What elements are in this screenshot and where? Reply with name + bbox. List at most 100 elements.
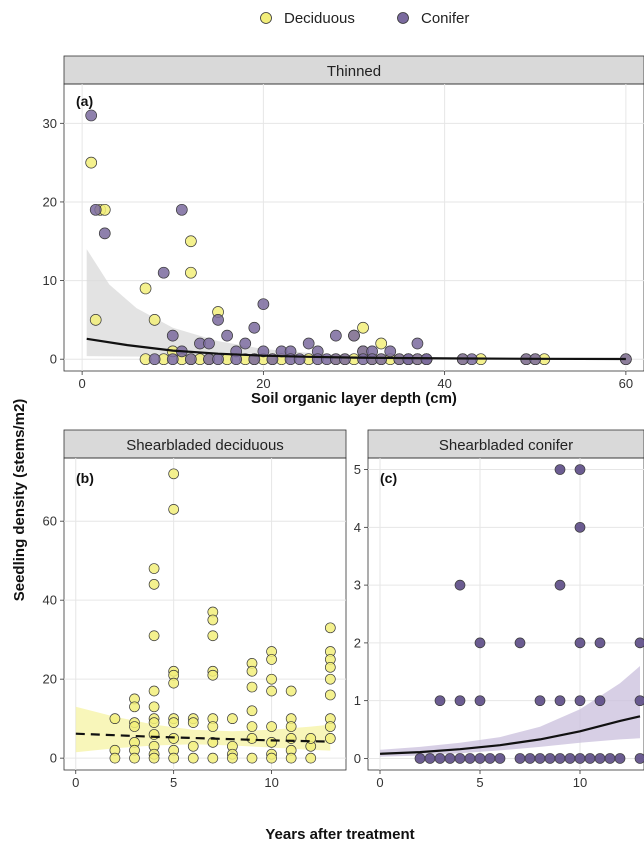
point-c-conifer-13 xyxy=(534,695,546,707)
point-a-deciduous-5 xyxy=(148,314,161,326)
legend: Deciduous Conifer xyxy=(260,10,469,27)
point-b-deciduous-65 xyxy=(227,752,238,764)
point-c-conifer-26 xyxy=(494,753,506,764)
point-b-deciduous-77 xyxy=(285,752,297,764)
point-b-deciduous-51 xyxy=(109,713,121,725)
tick-label-y-b-1: 20 xyxy=(43,672,57,687)
point-c-conifer-16 xyxy=(594,695,606,707)
point-b-deciduous-6 xyxy=(207,614,219,626)
point-a-conifer-31 xyxy=(148,353,161,366)
point-b-deciduous-4 xyxy=(148,630,160,642)
point-b-deciduous-75 xyxy=(285,733,297,744)
point-b-deciduous-71 xyxy=(266,737,277,748)
point-c-conifer-11 xyxy=(454,695,466,707)
point-b-deciduous-57 xyxy=(187,752,199,764)
band-c xyxy=(380,666,640,757)
point-a-conifer-32 xyxy=(166,353,179,366)
tick-label-y-a-1: 10 xyxy=(43,273,57,288)
point-b-deciduous-45 xyxy=(168,677,180,689)
point-a-conifer-0 xyxy=(85,109,98,122)
point-a-conifer-26 xyxy=(411,337,424,350)
point-c-conifer-14 xyxy=(554,695,566,707)
plot-border-a xyxy=(63,83,644,372)
tick-label-y-b-3: 60 xyxy=(43,514,57,529)
point-b-deciduous-35 xyxy=(148,685,160,697)
point-b-deciduous-42 xyxy=(148,752,160,764)
point-c-conifer-23 xyxy=(464,753,476,764)
point-a-deciduous-10 xyxy=(375,337,388,350)
point-c-conifer-32 xyxy=(564,753,576,764)
point-a-conifer-1 xyxy=(89,203,102,216)
point-c-conifer-35 xyxy=(594,753,606,764)
point-a-deciduous-6 xyxy=(185,235,197,248)
x-axis-label-bottom: Years after treatment xyxy=(265,826,414,843)
point-a-conifer-15 xyxy=(257,345,270,358)
point-a-deciduous-9 xyxy=(357,321,369,334)
legend-label-deciduous: Deciduous xyxy=(284,10,355,27)
tick-label-x-a-1: 20 xyxy=(256,376,270,391)
point-b-deciduous-7 xyxy=(207,630,219,642)
point-c-conifer-3 xyxy=(554,579,566,591)
tick-label-x-c-2: 10 xyxy=(573,775,587,790)
point-b-deciduous-47 xyxy=(168,717,180,728)
point-b-deciduous-61 xyxy=(207,752,219,764)
tick-label-y-b-2: 40 xyxy=(43,593,57,608)
point-a-deciduous-7 xyxy=(185,266,197,279)
panel-tag-c: (c) xyxy=(380,470,397,486)
tick-label-x-a-2: 40 xyxy=(437,376,451,391)
ticks-b: 0 5 10 0 20 40 60 xyxy=(43,514,279,790)
tick-label-y-c-0: 0 xyxy=(354,751,361,766)
panel-tag-b: (b) xyxy=(76,470,94,486)
ticks-a: 0 20 40 60 0 10 20 30 xyxy=(43,116,634,391)
point-a-conifer-20 xyxy=(330,329,342,342)
point-c-conifer-29 xyxy=(534,753,546,764)
point-a-conifer-2 xyxy=(98,227,111,240)
tick-label-y-c-1: 1 xyxy=(354,693,361,708)
point-c-conifer-33 xyxy=(574,753,586,764)
grid-c xyxy=(368,458,644,770)
point-b-deciduous-38 xyxy=(148,717,160,728)
strip-label-b: Shearbladed deciduous xyxy=(126,437,284,454)
point-b-deciduous-56 xyxy=(187,740,199,752)
point-a-deciduous-4 xyxy=(139,282,152,295)
point-c-conifer-27 xyxy=(514,753,526,764)
point-b-deciduous-9 xyxy=(207,669,219,681)
point-a-conifer-3 xyxy=(157,266,170,279)
strip-label-a: Thinned xyxy=(327,63,381,80)
tick-label-y-a-0: 0 xyxy=(50,352,57,367)
point-a-conifer-35 xyxy=(212,353,224,366)
point-b-deciduous-17 xyxy=(285,685,297,697)
point-a-conifer-40 xyxy=(293,353,306,366)
tick-label-x-b-1: 5 xyxy=(170,775,177,790)
point-c-conifer-21 xyxy=(444,753,456,764)
point-a-conifer-18 xyxy=(302,337,315,350)
point-b-deciduous-70 xyxy=(266,721,277,732)
point-b-deciduous-3 xyxy=(148,579,160,590)
point-b-deciduous-55 xyxy=(187,717,199,728)
point-b-deciduous-27 xyxy=(324,733,336,744)
point-c-conifer-37 xyxy=(614,753,626,764)
x-axis-label-a: Soil organic layer depth (cm) xyxy=(251,390,457,407)
point-b-deciduous-60 xyxy=(207,737,219,748)
point-a-conifer-33 xyxy=(185,353,197,366)
plot-border-b xyxy=(63,457,347,771)
point-b-deciduous-0 xyxy=(168,468,180,480)
point-b-deciduous-26 xyxy=(324,721,336,732)
point-c-conifer-34 xyxy=(584,753,596,764)
point-a-conifer-12 xyxy=(239,337,252,350)
strip-bg-c xyxy=(367,429,644,459)
fit-line-c xyxy=(379,715,641,755)
point-c-conifer-31 xyxy=(554,753,566,764)
point-c-conifer-4 xyxy=(454,579,466,591)
point-c-conifer-24 xyxy=(474,753,486,764)
tick-label-y-a-2: 20 xyxy=(43,194,57,209)
strip-bg-a xyxy=(63,55,644,85)
fit-line-b xyxy=(75,732,331,743)
tick-label-x-a-0: 0 xyxy=(79,376,86,391)
point-b-deciduous-16 xyxy=(266,685,277,697)
point-b-deciduous-29 xyxy=(129,701,140,713)
point-c-conifer-36 xyxy=(604,753,616,764)
point-a-conifer-24 xyxy=(384,345,397,358)
point-b-deciduous-14 xyxy=(266,654,277,665)
point-a-conifer-4 xyxy=(166,329,179,342)
